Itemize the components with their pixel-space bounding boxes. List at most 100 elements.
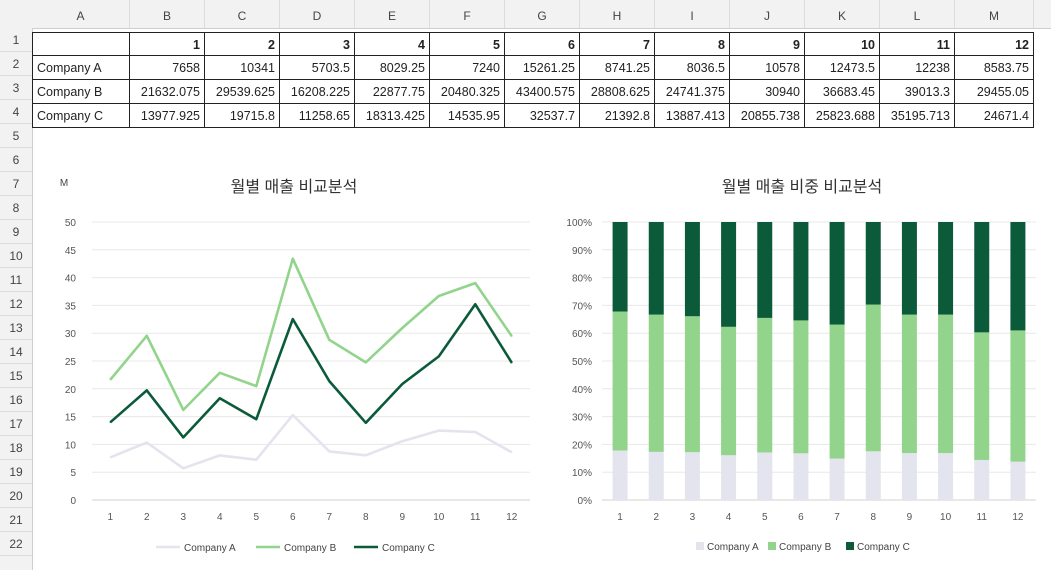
table-cell[interactable]: 5703.5: [280, 56, 355, 80]
row-header-9[interactable]: 9: [0, 220, 32, 244]
column-header-M[interactable]: M: [955, 0, 1034, 28]
table-cell[interactable]: 8583.75: [955, 56, 1034, 80]
table-cell[interactable]: 10341: [205, 56, 280, 80]
row-header-10[interactable]: 10: [0, 244, 32, 268]
data-point: [255, 459, 257, 461]
table-cell[interactable]: 13977.925: [130, 104, 205, 128]
table-header-cell[interactable]: 11: [880, 32, 955, 56]
column-header-C[interactable]: C: [205, 0, 280, 28]
table-cell[interactable]: 7240: [430, 56, 505, 80]
column-header-L[interactable]: L: [880, 0, 955, 28]
table-header-cell[interactable]: 10: [805, 32, 880, 56]
table-cell[interactable]: 28808.625: [580, 80, 655, 104]
table-cell[interactable]: 19715.8: [205, 104, 280, 128]
cell-A1[interactable]: [32, 32, 130, 56]
table-cell[interactable]: 21632.075: [130, 80, 205, 104]
table-cell[interactable]: 29455.05: [955, 80, 1034, 104]
row-header-13[interactable]: 13: [0, 316, 32, 340]
table-cell[interactable]: 21392.8: [580, 104, 655, 128]
table-header-cell[interactable]: 8: [655, 32, 730, 56]
table-cell[interactable]: 10578: [730, 56, 805, 80]
table-cell[interactable]: 11258.65: [280, 104, 355, 128]
row-label[interactable]: Company C: [32, 104, 130, 128]
table-cell[interactable]: 8029.25: [355, 56, 430, 80]
row-header-15[interactable]: 15: [0, 364, 32, 388]
table-header-cell[interactable]: 1: [130, 32, 205, 56]
table-cell[interactable]: 8741.25: [580, 56, 655, 80]
table-cell[interactable]: 32537.7: [505, 104, 580, 128]
table-header-cell[interactable]: 7: [580, 32, 655, 56]
row-header-1[interactable]: 1: [0, 28, 32, 52]
row-header-21[interactable]: 21: [0, 508, 32, 532]
table-cell[interactable]: 16208.225: [280, 80, 355, 104]
column-header-D[interactable]: D: [280, 0, 355, 28]
table-cell[interactable]: 13887.413: [655, 104, 730, 128]
table-cell[interactable]: 18313.425: [355, 104, 430, 128]
table-cell[interactable]: 43400.575: [505, 80, 580, 104]
x-tick-label: 4: [217, 512, 223, 523]
table-cell[interactable]: 20480.325: [430, 80, 505, 104]
table-cell[interactable]: 15261.25: [505, 56, 580, 80]
table-cell[interactable]: 7658: [130, 56, 205, 80]
row-header-14[interactable]: 14: [0, 340, 32, 364]
table-cell[interactable]: 30940: [730, 80, 805, 104]
table-cell[interactable]: 35195.713: [880, 104, 955, 128]
table-cell[interactable]: 39013.3: [880, 80, 955, 104]
table-cell[interactable]: 22877.75: [355, 80, 430, 104]
column-header-F[interactable]: F: [430, 0, 505, 28]
bar-segment-company-c: [974, 222, 990, 333]
row-header-16[interactable]: 16: [0, 388, 32, 412]
table-cell[interactable]: 8036.5: [655, 56, 730, 80]
row-header-8[interactable]: 8: [0, 196, 32, 220]
row-header-2[interactable]: 2: [0, 52, 32, 76]
row-header-6[interactable]: 6: [0, 148, 32, 172]
table-header-cell[interactable]: 4: [355, 32, 430, 56]
column-header-K[interactable]: K: [805, 0, 880, 28]
table-cell[interactable]: 25823.688: [805, 104, 880, 128]
bar-segment-company-a: [865, 451, 881, 500]
column-header-E[interactable]: E: [355, 0, 430, 28]
bar-segment-company-c: [1010, 222, 1026, 331]
row-label[interactable]: Company B: [32, 80, 130, 104]
row-header-17[interactable]: 17: [0, 412, 32, 436]
row-header-18[interactable]: 18: [0, 436, 32, 460]
row-header-12[interactable]: 12: [0, 292, 32, 316]
table-header-cell[interactable]: 2: [205, 32, 280, 56]
row-header-4[interactable]: 4: [0, 100, 32, 124]
row-header-11[interactable]: 11: [0, 268, 32, 292]
data-point: [328, 450, 330, 452]
stacked-percent-bar-chart[interactable]: 월별 매출 비중 비교분석 0% 10% 20% 30% 40% 50% 60% 70% 80% 9…: [546, 162, 1046, 566]
data-point: [219, 372, 221, 374]
row-header-3[interactable]: 3: [0, 76, 32, 100]
y-tick-label: 25: [65, 357, 77, 368]
table-header-cell[interactable]: 12: [955, 32, 1034, 56]
row-header-5[interactable]: 5: [0, 124, 32, 148]
row-header-22[interactable]: 22: [0, 532, 32, 556]
table-header-cell[interactable]: 3: [280, 32, 355, 56]
column-header-B[interactable]: B: [130, 0, 205, 28]
table-cell[interactable]: 29539.625: [205, 80, 280, 104]
table-header-cell[interactable]: 9: [730, 32, 805, 56]
column-header-J[interactable]: J: [730, 0, 805, 28]
table-cell[interactable]: 12238: [880, 56, 955, 80]
table-cell[interactable]: 14535.95: [430, 104, 505, 128]
row-header-19[interactable]: 19: [0, 460, 32, 484]
bar-segment-company-c: [829, 222, 845, 325]
bar-segment-company-b: [1010, 330, 1026, 462]
column-header-I[interactable]: I: [655, 0, 730, 28]
table-header-cell[interactable]: 5: [430, 32, 505, 56]
column-header-H[interactable]: H: [580, 0, 655, 28]
column-header-A[interactable]: A: [32, 0, 130, 28]
row-header-7[interactable]: 7: [0, 172, 32, 196]
table-cell[interactable]: 24741.375: [655, 80, 730, 104]
table-cell[interactable]: 36683.45: [805, 80, 880, 104]
row-header-20[interactable]: 20: [0, 484, 32, 508]
row-label[interactable]: Company A: [32, 56, 130, 80]
table-cell[interactable]: 24671.4: [955, 104, 1034, 128]
table-cell[interactable]: 12473.5: [805, 56, 880, 80]
table-cell[interactable]: 20855.738: [730, 104, 805, 128]
table-header-cell[interactable]: 6: [505, 32, 580, 56]
column-header-G[interactable]: G: [505, 0, 580, 28]
